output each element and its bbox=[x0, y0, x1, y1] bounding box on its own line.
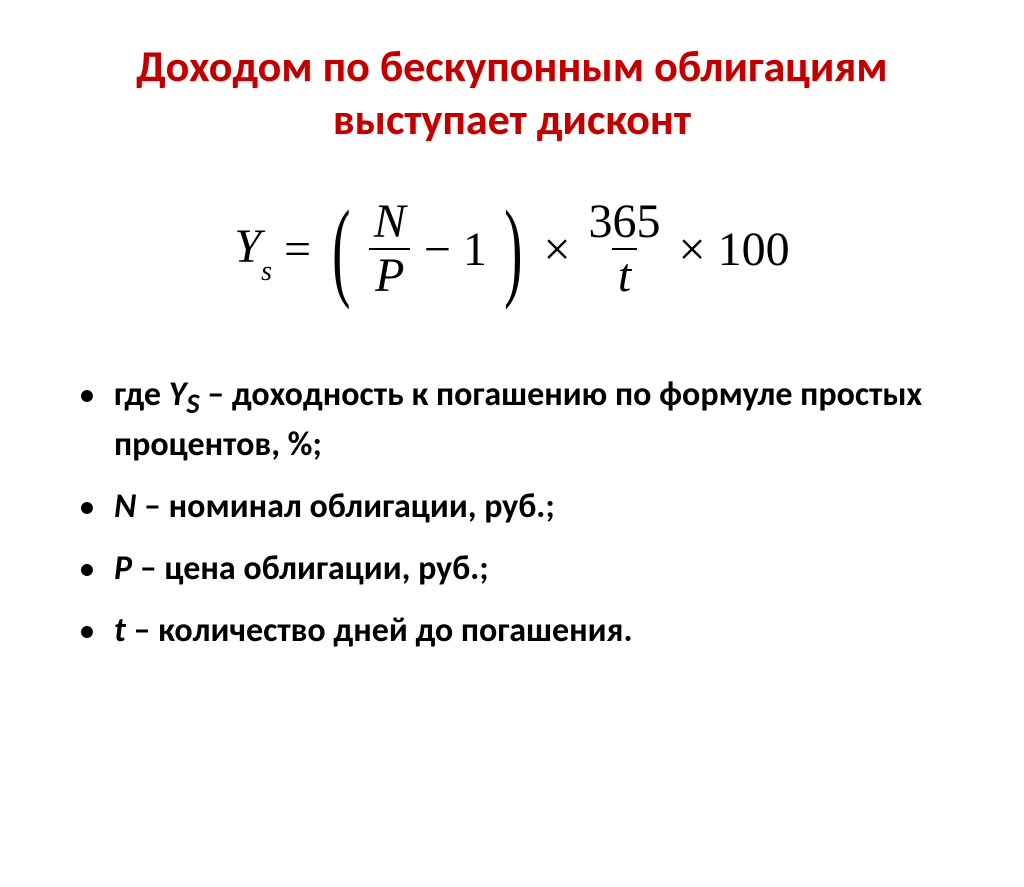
def-desc: – цена облигации, руб.; bbox=[132, 548, 489, 589]
definition-text: N – номинал облигации, руб.; bbox=[114, 485, 964, 529]
definition-item: • P – цена облигации, руб.; bbox=[80, 547, 964, 591]
def-desc: – доходность к погашению по формуле прос… bbox=[114, 374, 922, 465]
bullet-icon: • bbox=[80, 485, 114, 525]
definitions-list: • где YS – доходность к погашению по фор… bbox=[60, 373, 964, 653]
formula-result: Ys bbox=[234, 219, 272, 281]
slide-title: Доходом по бескупонным облигациям выступ… bbox=[60, 40, 964, 146]
def-desc: – количество дней до погашения. bbox=[126, 610, 633, 651]
equals-sign: = bbox=[280, 222, 315, 277]
bullet-icon: • bbox=[80, 373, 114, 413]
def-prefix: где bbox=[114, 374, 169, 415]
times-sign-2: × bbox=[675, 222, 710, 277]
def-desc: – номинал облигации, руб.; bbox=[136, 486, 554, 527]
sub-s: s bbox=[261, 256, 272, 287]
definition-item: • где YS – доходность к погашению по фор… bbox=[80, 373, 964, 467]
minus-sign: − bbox=[420, 222, 455, 277]
fraction-365-t: 365 t bbox=[583, 196, 667, 304]
denominator-P: P bbox=[369, 248, 410, 303]
def-var: N bbox=[114, 486, 136, 527]
formula: Ys = ( N P − 1 ) × 365 t × 100 bbox=[60, 196, 964, 304]
var-Y: Y bbox=[234, 220, 261, 273]
definition-item: • t – количество дней до погашения. bbox=[80, 609, 964, 653]
const-one: 1 bbox=[463, 222, 487, 277]
denominator-t: t bbox=[612, 248, 637, 303]
left-paren: ( bbox=[332, 205, 350, 293]
right-paren: ) bbox=[504, 205, 522, 293]
definition-text: P – цена облигации, руб.; bbox=[114, 547, 964, 591]
definition-text: где YS – доходность к погашению по форму… bbox=[114, 373, 964, 467]
times-sign-1: × bbox=[539, 222, 574, 277]
def-var: P bbox=[114, 548, 132, 589]
numerator-365: 365 bbox=[583, 196, 667, 249]
definition-text: t – количество дней до погашения. bbox=[114, 609, 964, 653]
def-var: t bbox=[114, 610, 126, 651]
fraction-np: N P bbox=[368, 196, 412, 304]
definition-item: • N – номинал облигации, руб.; bbox=[80, 485, 964, 529]
bullet-icon: • bbox=[80, 547, 114, 587]
numerator-N: N bbox=[368, 196, 412, 249]
const-hundred: 100 bbox=[718, 222, 790, 277]
def-var: YS bbox=[169, 374, 200, 415]
bullet-icon: • bbox=[80, 609, 114, 649]
